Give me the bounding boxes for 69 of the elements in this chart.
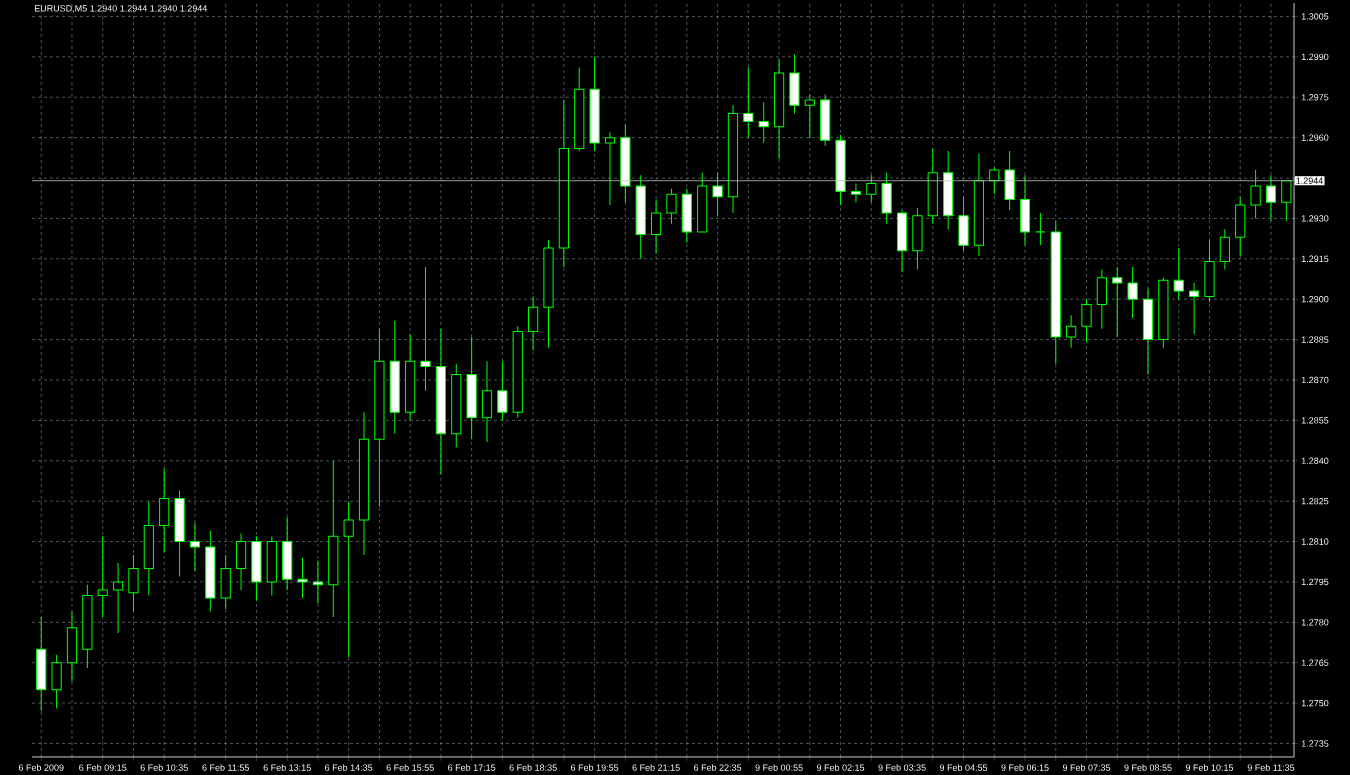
x-tick-label: 9 Feb 06:15 <box>1001 764 1049 771</box>
y-tick-label: 1.2780 <box>1301 619 1329 626</box>
candlestick <box>650 199 662 254</box>
y-tick-label: 1.2750 <box>1301 699 1329 707</box>
y-tick-label: 1.2870 <box>1301 376 1329 384</box>
x-tick-label: 6 Feb 13:15 <box>263 764 311 771</box>
candlestick <box>1112 266 1123 338</box>
x-tick-label: 9 Feb 08:55 <box>1124 764 1172 771</box>
ref-line-label: 1.2944 <box>1296 177 1323 184</box>
x-tick-label: 6 Feb 19:55 <box>571 764 619 771</box>
y-tick-label: 1.2975 <box>1301 94 1329 101</box>
candlestick <box>666 188 677 225</box>
candlestick <box>497 360 508 421</box>
x-tick-label: 6 Feb 14:35 <box>325 764 373 771</box>
candlestick <box>1189 282 1200 335</box>
candlestick <box>343 500 354 658</box>
x-tick-label: 9 Feb 10:15 <box>1185 764 1234 771</box>
y-tick-label: 1.2735 <box>1301 740 1329 747</box>
y-tick-label: 1.2855 <box>1301 417 1329 424</box>
y-tick-label: 1.2900 <box>1301 296 1329 303</box>
x-tick-label: 9 Feb 04:55 <box>939 764 988 771</box>
y-tick-label: 1.2765 <box>1301 659 1329 666</box>
candlestick <box>989 166 1000 195</box>
candlestick <box>1250 169 1261 219</box>
candlestick <box>1066 314 1077 349</box>
y-tick-label: 1.2960 <box>1301 134 1329 141</box>
x-tick-label: 6 Feb 18:35 <box>509 764 557 771</box>
candlestick <box>1173 247 1184 300</box>
candlestick <box>1127 266 1138 319</box>
x-tick-label: 9 Feb 02:15 <box>816 764 865 771</box>
x-tick-label: 9 Feb 07:35 <box>1062 764 1111 771</box>
x-tick-label: 6 Feb 22:35 <box>694 764 742 771</box>
candlestick <box>743 67 754 139</box>
candlestick <box>604 131 616 206</box>
y-tick-label: 1.2915 <box>1301 255 1329 262</box>
candlestick <box>804 94 815 139</box>
x-tick-label: 6 Feb 09:15 <box>79 764 127 771</box>
candlestick <box>112 562 124 634</box>
y-tick-label: 1.2840 <box>1301 457 1329 464</box>
y-tick-label: 1.2990 <box>1301 53 1329 61</box>
x-tick-label: 6 Feb 17:15 <box>448 764 496 771</box>
candlestick <box>189 522 201 572</box>
x-tick-label: 9 Feb 11:35 <box>1247 764 1295 771</box>
x-tick-label: 6 Feb 11:55 <box>202 764 249 771</box>
x-tick-label: 6 Feb 15:55 <box>386 764 434 771</box>
x-tick-label: 9 Feb 00:55 <box>755 764 803 771</box>
candlestick <box>850 182 862 203</box>
candlestick <box>712 172 723 217</box>
y-tick-label: 1.3005 <box>1301 13 1329 20</box>
candlestick <box>312 559 324 604</box>
x-tick-label: 6 Feb 2009 <box>18 764 64 771</box>
candlestick <box>866 174 877 203</box>
candlestick <box>297 557 308 599</box>
chart-title: EURUSD,M5 1.2940 1.2944 1.2940 1.2944 <box>34 5 208 13</box>
x-tick-label: 6 Feb 21:15 <box>632 764 680 771</box>
candlestick <box>420 266 431 392</box>
candlestick <box>758 102 769 144</box>
x-tick-label: 6 Feb 10:35 <box>140 764 188 771</box>
x-tick-label: 9 Feb 03:35 <box>878 764 926 771</box>
candlestick <box>1281 180 1292 222</box>
y-tick-label: 1.2795 <box>1301 578 1329 586</box>
candlestick <box>1081 298 1092 343</box>
candlestick <box>97 535 108 618</box>
y-tick-label: 1.2930 <box>1301 215 1329 222</box>
y-tick-label: 1.2825 <box>1301 497 1329 505</box>
candlestick <box>1035 212 1046 246</box>
y-tick-label: 1.2810 <box>1301 538 1329 545</box>
y-tick-label: 1.2885 <box>1301 336 1329 343</box>
candlestick <box>1265 174 1277 222</box>
